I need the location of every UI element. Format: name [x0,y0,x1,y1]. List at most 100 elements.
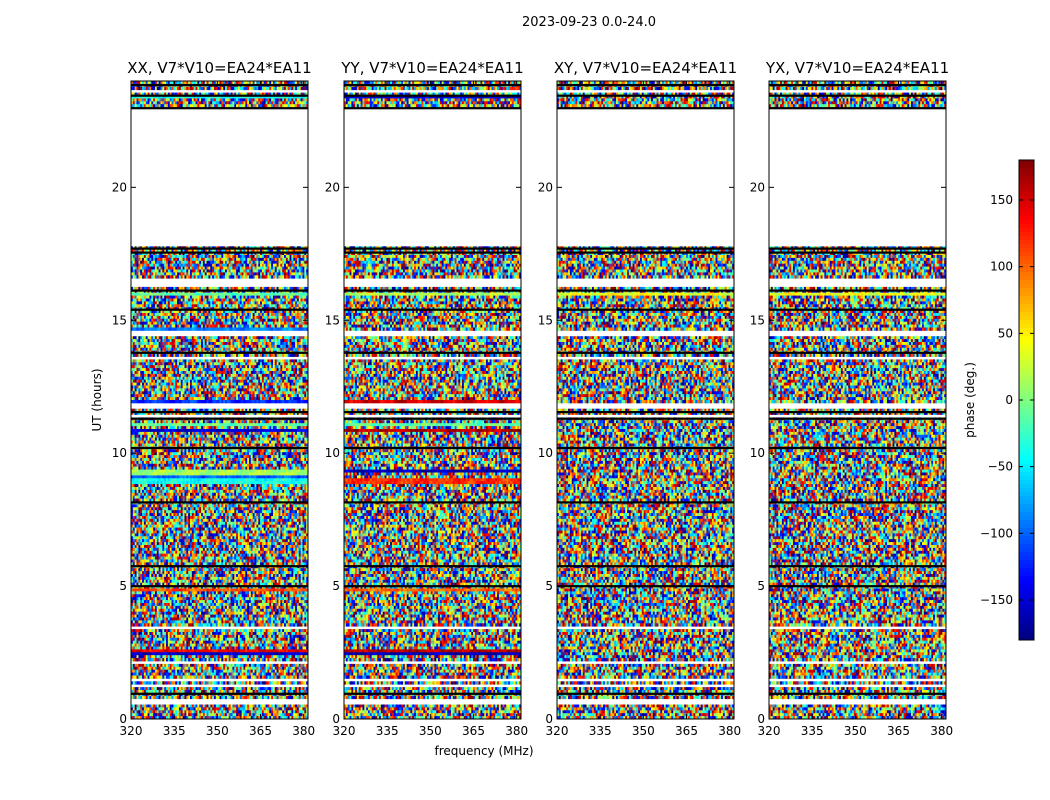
colorbar-segment [1019,336,1034,341]
colorbar-segment [1019,176,1034,181]
colorbar-segment [1019,388,1034,393]
y-tick-label: 10 [750,446,765,460]
scan-boundary-line [769,501,946,503]
scan-boundary-line [131,248,308,250]
colorbar-segment [1019,536,1034,541]
x-tick-label: 350 [632,724,655,738]
colorbar-segment [1019,460,1034,465]
colorbar-segment [1019,280,1034,285]
x-tick-label: 365 [887,724,910,738]
colorbar-segment [1019,200,1034,205]
colorbar-segment [1019,424,1034,429]
colorbar-label: phase (deg.) [963,362,977,438]
x-tick-label: 335 [376,724,399,738]
y-tick-label: 0 [545,712,553,726]
colorbar-segment [1019,220,1034,225]
colorbar-segment [1019,592,1034,597]
colorbar-segment [1019,240,1034,245]
x-tick-label: 335 [163,724,186,738]
y-tick-label: 0 [757,712,765,726]
colorbar-segment [1019,576,1034,581]
scan-boundary-line [344,290,521,292]
scan-boundary-line [557,107,734,109]
colorbar-segment [1019,244,1034,249]
scan-boundary-line [131,411,308,413]
colorbar-segment [1019,468,1034,473]
scan-boundary-line [344,309,521,311]
scan-boundary-line [344,107,521,109]
colorbar-segment [1019,416,1034,421]
scan-boundary-line [557,84,734,86]
y-tick-label: 15 [538,313,553,327]
colorbar-segment [1019,504,1034,509]
colorbar-segment [1019,348,1034,353]
colorbar-segment [1019,588,1034,593]
colorbar-segment [1019,492,1034,497]
scan-boundary-line [344,95,521,97]
scan-boundary-line [131,252,308,254]
scan-boundary-line [769,252,946,254]
colorbar-segment [1019,580,1034,585]
y-tick-label: 5 [545,579,553,593]
panel-title: XX, V7*V10=EA24*EA11 [127,59,311,77]
y-tick-label: 20 [112,180,127,194]
colorbar-segment [1019,352,1034,357]
colorbar-segment [1019,520,1034,525]
colorbar-segment [1019,540,1034,545]
scan-boundary-line [344,411,521,413]
colorbar-segment [1019,344,1034,349]
colorbar-segment [1019,608,1034,613]
scan-boundary-line [557,565,734,567]
colorbar-segment [1019,552,1034,557]
scan-boundary-line [344,501,521,503]
colorbar-segment [1019,420,1034,425]
colorbar-segment [1019,400,1034,405]
x-tick-label: 365 [675,724,698,738]
colorbar-segment [1019,624,1034,629]
colorbar-segment [1019,224,1034,229]
scan-boundary-line [131,290,308,292]
scan-boundary-line [344,693,521,695]
colorbar-segment [1019,228,1034,233]
colorbar-segment [1019,528,1034,533]
colorbar-segment [1019,364,1034,369]
x-tick-label: 320 [333,724,356,738]
scan-boundary-line [557,411,734,413]
scan-boundary-line [131,447,308,449]
scan-boundary-line [557,352,734,354]
scan-boundary-line [769,411,946,413]
colorbar-segment [1019,268,1034,273]
scan-boundary-line [769,565,946,567]
colorbar-segment [1019,440,1034,445]
colorbar-segment [1019,356,1034,361]
colorbar-segment [1019,168,1034,173]
x-tick-label: 380 [930,724,953,738]
colorbar-segment [1019,412,1034,417]
y-tick-label: 10 [112,446,127,460]
colorbar-tick-label: −100 [980,526,1013,540]
colorbar-segment [1019,560,1034,565]
colorbar-segment [1019,260,1034,265]
scan-boundary-line [131,501,308,503]
y-tick-label: 0 [119,712,127,726]
colorbar-segment [1019,548,1034,553]
colorbar-segment [1019,340,1034,345]
colorbar-segment [1019,452,1034,457]
scan-boundary-line [557,501,734,503]
colorbar-segment [1019,208,1034,213]
colorbar-tick-label: 150 [990,193,1013,207]
x-tick-label: 350 [206,724,229,738]
x-axis-label: frequency (MHz) [434,744,533,758]
colorbar-segment [1019,188,1034,193]
scan-boundary-line [557,290,734,292]
x-tick-label: 380 [505,724,528,738]
panels-group: XX, V7*V10=EA24*EA11 320 335 350 365 380 0 5 10 1… [112,59,953,738]
colorbar-segment [1019,360,1034,365]
colorbar-segment [1019,276,1034,281]
panel-title: XY, V7*V10=EA24*EA11 [554,59,737,77]
colorbar-segment [1019,564,1034,569]
figure-suptitle: 2023-09-23 0.0-24.0 [522,15,656,30]
